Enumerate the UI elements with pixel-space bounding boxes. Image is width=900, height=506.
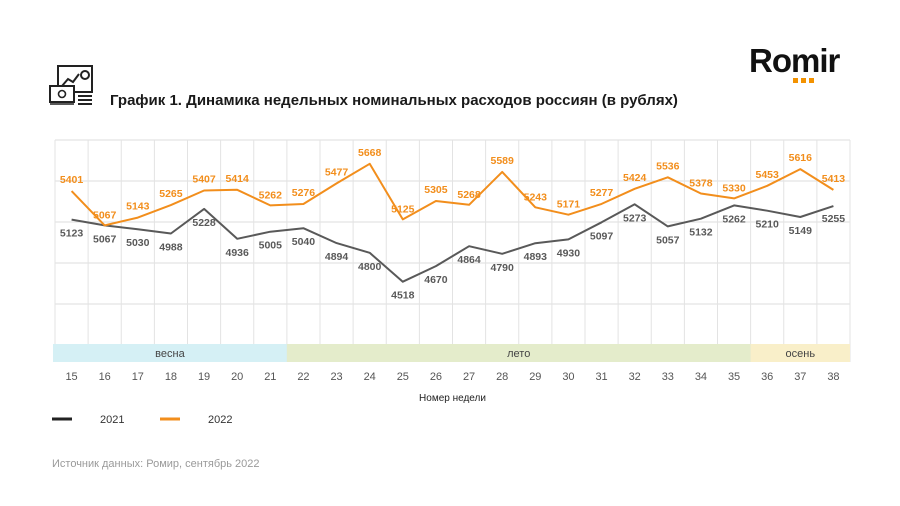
data-label-2021: 4518: [391, 290, 415, 302]
data-label-2022: 5262: [259, 189, 283, 201]
x-tick-label: 26: [430, 371, 442, 383]
data-label-2022: 5668: [358, 147, 382, 159]
data-label-2021: 4790: [491, 262, 515, 274]
data-label-2021: 5255: [822, 213, 846, 225]
data-label-2022: 5477: [325, 166, 349, 178]
data-label-2021: 5005: [259, 240, 283, 252]
data-label-2021: 4670: [424, 274, 448, 286]
data-label-2021: 4893: [524, 251, 548, 263]
data-label-2021: 5273: [623, 212, 647, 224]
x-tick-label: 17: [132, 371, 144, 383]
data-label-2022: 5424: [623, 172, 647, 184]
data-label-2022: 5536: [656, 160, 680, 172]
x-axis-label: Номер недели: [419, 393, 486, 404]
x-tick-label: 18: [165, 371, 177, 383]
source-note: Источник данных: Ромир, сентябрь 2022: [52, 458, 260, 470]
season-label: осень: [786, 348, 816, 360]
x-tick-label: 25: [397, 371, 409, 383]
data-label-2022: 5453: [756, 169, 780, 181]
x-tick-label: 35: [728, 371, 740, 383]
data-label-2022: 5589: [491, 155, 515, 167]
x-tick-label: 20: [231, 371, 243, 383]
data-label-2022: 5414: [226, 173, 250, 185]
data-label-2021: 5030: [126, 237, 150, 249]
data-label-2021: 4894: [325, 251, 349, 263]
data-label-2021: 5228: [192, 217, 216, 229]
x-tick-label: 31: [595, 371, 607, 383]
x-tick-label: 33: [662, 371, 674, 383]
x-tick-label: 24: [364, 371, 376, 383]
x-tick-label: 34: [695, 371, 707, 383]
data-label-2022: 5305: [424, 184, 448, 196]
data-label-2022: 5616: [789, 152, 813, 164]
data-label-2022: 5401: [60, 174, 84, 186]
x-tick-label: 30: [562, 371, 574, 383]
season-label: весна: [155, 348, 185, 360]
data-label-2021: 5057: [656, 234, 680, 246]
data-label-2022: 5407: [192, 174, 216, 186]
season-label: лето: [507, 348, 530, 360]
data-label-2021: 4864: [457, 254, 481, 266]
data-label-2021: 4988: [159, 241, 183, 253]
x-tick-label: 21: [264, 371, 276, 383]
x-tick-label: 19: [198, 371, 210, 383]
data-label-2022: 5143: [126, 201, 150, 213]
romir-logo: Romir: [749, 42, 840, 79]
finance-report-icon: [49, 65, 93, 105]
data-label-2021: 4800: [358, 261, 382, 273]
data-label-2021: 5210: [756, 219, 780, 231]
data-label-2022: 5265: [159, 188, 183, 200]
x-tick-label: 28: [496, 371, 508, 383]
x-tick-label: 27: [463, 371, 475, 383]
x-tick-label: 15: [65, 371, 77, 383]
data-label-2021: 5067: [93, 233, 117, 245]
x-tick-label: 23: [330, 371, 342, 383]
data-label-2021: 5097: [590, 230, 614, 242]
data-label-2021: 5040: [292, 236, 316, 248]
x-tick-label: 29: [529, 371, 541, 383]
x-tick-label: 22: [297, 371, 309, 383]
data-label-2022: 5276: [292, 187, 316, 199]
series-line-2021: [71, 203, 834, 283]
x-tick-label: 37: [794, 371, 806, 383]
data-label-2022: 5243: [524, 191, 548, 203]
chart-title: График 1. Динамика недельных номинальных…: [110, 92, 678, 109]
legend-label-2022: 2022: [208, 414, 232, 426]
data-label-2022: 5277: [590, 187, 614, 199]
data-label-2022: 5330: [722, 182, 746, 194]
season-band: [750, 344, 850, 362]
season-band: [53, 344, 287, 362]
logo-dots: [793, 78, 814, 83]
data-label-2021: 5123: [60, 228, 84, 240]
season-band: [286, 344, 751, 362]
data-label-2022: 5268: [457, 189, 481, 201]
x-tick-label: 32: [629, 371, 641, 383]
x-tick-label: 16: [99, 371, 111, 383]
data-label-2021: 5132: [689, 227, 713, 239]
x-tick-label: 38: [827, 371, 839, 383]
legend-label-2021: 2021: [100, 414, 124, 426]
data-label-2022: 5125: [391, 203, 415, 215]
data-label-2022: 5378: [689, 178, 713, 190]
x-tick-label: 36: [761, 371, 773, 383]
data-label-2021: 5149: [789, 225, 813, 237]
data-label-2021: 4936: [226, 247, 250, 259]
data-label-2021: 4930: [557, 247, 581, 259]
data-label-2022: 5171: [557, 199, 581, 211]
series-line-2022: [70, 162, 834, 227]
data-label-2022: 5067: [93, 209, 117, 221]
data-label-2021: 5262: [722, 213, 746, 225]
data-label-2022: 5413: [822, 173, 846, 185]
